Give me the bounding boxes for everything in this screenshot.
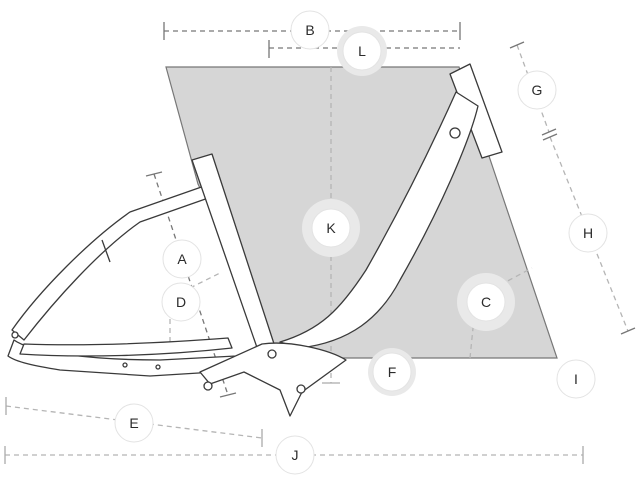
- badge-k[interactable]: K: [302, 199, 360, 257]
- badge-b[interactable]: B: [290, 10, 330, 50]
- badge-c[interactable]: C: [457, 273, 515, 331]
- badge-h-label: H: [583, 225, 593, 241]
- badge-b-label: B: [305, 22, 314, 38]
- badge-a-label: A: [177, 251, 187, 267]
- badge-j[interactable]: J: [275, 435, 315, 475]
- badge-l[interactable]: L: [337, 26, 387, 76]
- badge-e[interactable]: E: [114, 403, 154, 443]
- badge-k-label: K: [326, 220, 336, 236]
- bike-frame: [7, 63, 503, 417]
- badge-i-label: I: [574, 371, 578, 387]
- badge-c-label: C: [481, 294, 491, 310]
- label-badges: B L G K H A D C: [114, 10, 608, 475]
- badge-f[interactable]: F: [368, 348, 416, 396]
- badge-g[interactable]: G: [517, 70, 557, 110]
- badge-i[interactable]: I: [556, 359, 596, 399]
- badge-d[interactable]: D: [161, 282, 201, 322]
- badge-d-label: D: [176, 294, 186, 310]
- badge-g-label: G: [532, 82, 543, 98]
- badge-l-label: L: [358, 43, 366, 59]
- badge-h[interactable]: H: [568, 213, 608, 253]
- badge-j-label: J: [292, 447, 299, 463]
- badge-a[interactable]: A: [162, 239, 202, 279]
- badge-e-label: E: [129, 415, 138, 431]
- badge-f-label: F: [388, 364, 397, 380]
